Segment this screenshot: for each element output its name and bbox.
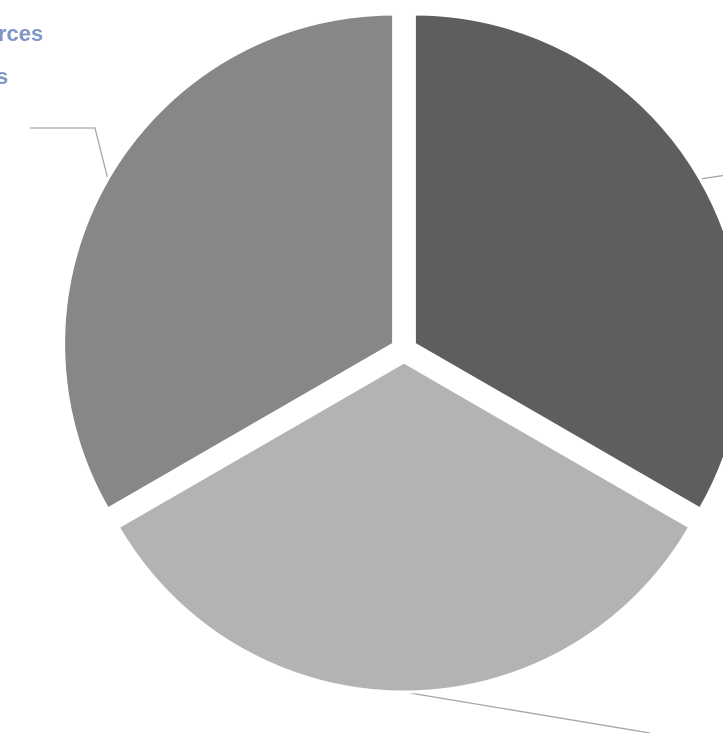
leader-line-2 (403, 691, 651, 733)
slice-label-line-2: s (0, 64, 8, 89)
pie-slices (62, 12, 723, 694)
leader-lines (30, 127, 723, 733)
slice-label-line-1: rces (0, 21, 43, 46)
leader-line-3 (30, 127, 109, 180)
pie-slice-3 (62, 12, 396, 512)
pie-slice-2 (116, 360, 692, 694)
pie-slice-1 (412, 12, 723, 512)
leader-line-1 (700, 174, 723, 180)
slice-labels: rces s (0, 21, 43, 89)
